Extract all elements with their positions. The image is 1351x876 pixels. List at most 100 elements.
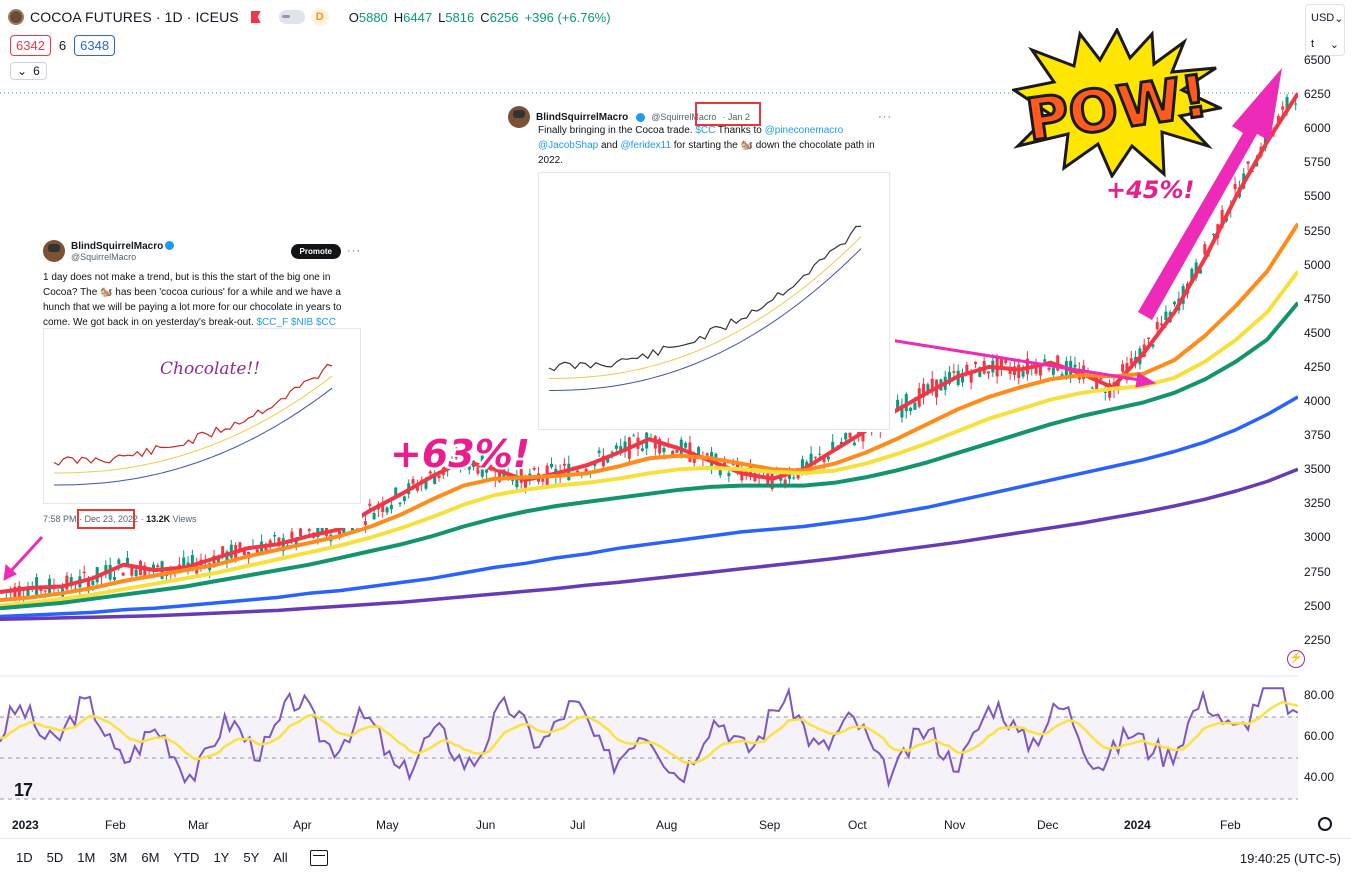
promote-button[interactable]: Promote	[290, 243, 341, 259]
range-button-3m[interactable]: 3M	[109, 850, 128, 865]
rsi-axis[interactable]: 80.00 60.00 40.00	[1298, 676, 1351, 801]
price-axis[interactable]: 6500 6250 6000 5750 5500 5250 5000 4750 4500 4250…	[1298, 0, 1351, 676]
avatar[interactable]	[508, 106, 530, 128]
more-icon[interactable]: ···	[878, 111, 892, 123]
candle-body	[1129, 358, 1133, 364]
range-button-1d[interactable]: 1D	[16, 850, 33, 865]
verified-icon	[636, 112, 646, 122]
candle-body	[428, 471, 432, 474]
tweet-author-name[interactable]: BlindSquirrelMacro	[71, 240, 164, 252]
candle-body	[575, 470, 579, 474]
candle-body	[299, 528, 303, 537]
tradingview-logo[interactable]: 17	[14, 780, 33, 800]
market-status-icon[interactable]	[278, 10, 305, 24]
candle-body	[264, 545, 268, 551]
candle-body	[515, 475, 519, 488]
range-button-ytd[interactable]: YTD	[173, 850, 200, 865]
range-button-all[interactable]: All	[273, 850, 288, 865]
candle-body	[562, 463, 566, 466]
candle-body	[809, 453, 813, 465]
candle-body	[476, 467, 480, 474]
flag-icon[interactable]	[250, 11, 261, 23]
range-button-5y[interactable]: 5Y	[243, 850, 260, 865]
candle-body	[857, 429, 861, 435]
more-icon[interactable]: ···	[347, 245, 361, 257]
candle-body	[1198, 269, 1202, 274]
candle-body	[978, 367, 982, 377]
symbol-title[interactable]: COCOA FUTURES · 1D · ICEUS	[30, 9, 239, 25]
chocolate-label: Chocolate!!	[160, 359, 261, 379]
tweet-card-1: BlindSquirrelMacro @SquirrelMacro Promot…	[40, 236, 362, 529]
price-tick-label: 4000	[1304, 394, 1331, 408]
candle-body	[337, 530, 341, 538]
candle-body	[69, 577, 73, 586]
candle-body	[1220, 209, 1224, 228]
candle-body	[948, 372, 952, 384]
candle-body	[597, 450, 601, 453]
candle-body	[463, 453, 467, 464]
settings-gear-icon[interactable]	[1318, 817, 1332, 831]
delayed-badge[interactable]: D	[310, 8, 329, 26]
time-tick-label: May	[376, 818, 399, 832]
indicators-toggle[interactable]: ⌄ 6	[10, 62, 47, 80]
lightning-icon[interactable]: ⚡	[1287, 650, 1305, 668]
candle-body	[43, 590, 47, 592]
tweet-chart-image[interactable]: Chocolate!!	[43, 328, 361, 504]
candle-body	[26, 589, 30, 597]
ohlc-item: O5880	[348, 9, 388, 25]
price-tick-label: 4500	[1304, 325, 1331, 340]
tweet-chart-image[interactable]	[538, 172, 890, 430]
unit-select[interactable]: t ⌄	[1311, 38, 1339, 51]
symbol-header: COCOA FUTURES · 1D · ICEUS D O5880 H6447 L…	[8, 6, 611, 28]
range-button-6m[interactable]: 6M	[141, 850, 160, 865]
clock[interactable]: 19:40:25 (UTC-5)	[1239, 851, 1341, 866]
candle-body	[909, 407, 913, 412]
candle-body	[926, 384, 930, 392]
buy-price-button[interactable]: 6348	[74, 35, 116, 56]
indicators-count: 6	[33, 64, 40, 78]
candle-body	[549, 463, 553, 468]
ohlc-item: C6256	[480, 9, 519, 25]
currency-unit-selector[interactable]: USD ⌄ t ⌄	[1305, 4, 1345, 56]
candle-body	[156, 565, 160, 567]
candle-body	[381, 502, 385, 512]
candle-body	[783, 479, 787, 485]
tweet-meta: 7:58 PM · Dec 23, 2022 · 13.2K Views	[43, 514, 197, 524]
candle-body	[792, 477, 796, 479]
tweet-handle[interactable]: @SquirrelMacro	[651, 112, 717, 122]
candle-body	[1004, 359, 1008, 363]
candle-body	[415, 485, 419, 491]
time-axis[interactable]: 2023 Feb Mar Apr May Jun Jul Aug Sep Oct Nov Dec 202…	[0, 812, 1298, 838]
price-tick-label: 6250	[1304, 87, 1331, 102]
currency-select[interactable]: USD ⌄	[1311, 12, 1344, 25]
range-button-5d[interactable]: 5D	[46, 850, 64, 865]
range-button-1y[interactable]: 1Y	[213, 850, 230, 865]
candle-body	[112, 576, 116, 580]
candle-body	[1263, 131, 1267, 148]
mini-price	[53, 363, 333, 466]
candle-body	[82, 571, 86, 574]
tweet-date[interactable]: · Jan 2	[722, 112, 750, 122]
candle-body	[454, 454, 458, 459]
tweet-handle[interactable]: @SquirrelMacro	[71, 251, 137, 262]
candle-body	[718, 468, 722, 476]
range-button-1m[interactable]: 1M	[77, 850, 96, 865]
rsi-tick-label: 60.00	[1304, 729, 1335, 743]
price-tick-label: 5500	[1304, 189, 1331, 204]
sell-price-button[interactable]: 6342	[10, 35, 51, 56]
candle-body	[190, 554, 194, 565]
candle-body	[1255, 162, 1259, 167]
candle-body	[614, 445, 618, 449]
candle-body	[524, 475, 528, 491]
price-tick-label: 4750	[1304, 291, 1331, 306]
candle-body	[848, 432, 852, 438]
rsi-tick-label: 80.00	[1304, 688, 1335, 702]
arrow-big	[1138, 68, 1282, 320]
time-tick-label: Dec	[1037, 818, 1059, 832]
time-tick-label: Feb	[1220, 818, 1241, 832]
calendar-icon[interactable]	[309, 849, 328, 866]
candle-body	[1121, 364, 1125, 372]
avatar[interactable]	[43, 240, 65, 262]
candle-body	[965, 364, 969, 375]
tweet-author-name[interactable]: BlindSquirrelMacro	[536, 111, 629, 123]
